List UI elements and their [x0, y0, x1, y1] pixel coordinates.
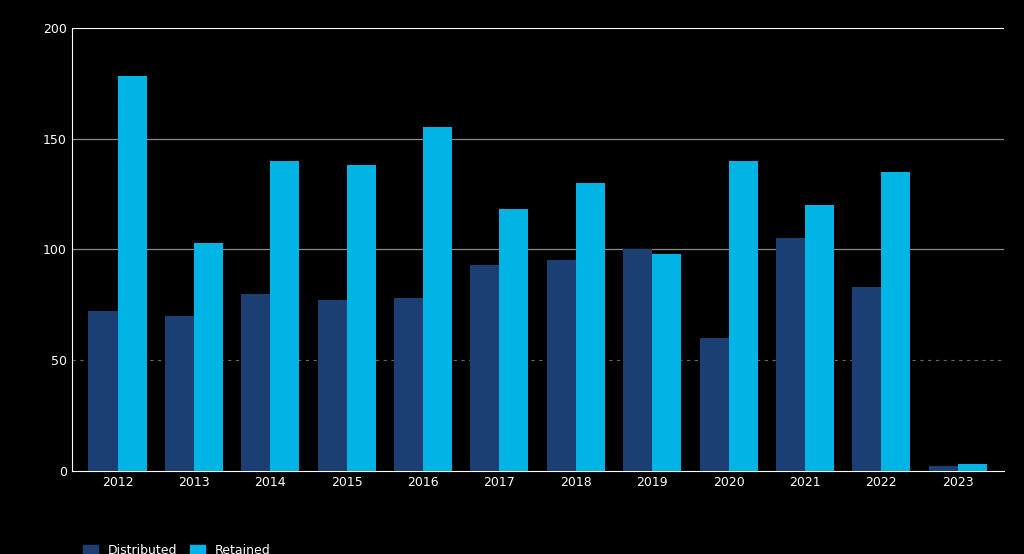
Bar — [547, 260, 575, 471]
Bar — [317, 300, 347, 471]
Bar — [575, 183, 605, 471]
Bar — [194, 243, 223, 471]
Bar — [470, 265, 500, 471]
Bar — [347, 165, 376, 471]
Bar — [270, 161, 299, 471]
Bar — [394, 298, 423, 471]
Bar — [852, 287, 882, 471]
Bar — [423, 127, 452, 471]
Bar — [242, 294, 270, 471]
Bar — [88, 311, 118, 471]
Bar — [805, 205, 834, 471]
Bar — [957, 464, 987, 471]
Bar — [652, 254, 681, 471]
Bar — [500, 209, 528, 471]
Bar — [929, 466, 957, 471]
Legend: Distributed, Retained: Distributed, Retained — [78, 539, 275, 554]
Bar — [776, 238, 805, 471]
Bar — [165, 316, 194, 471]
Bar — [699, 338, 728, 471]
Bar — [728, 161, 758, 471]
Bar — [624, 249, 652, 471]
Bar — [882, 172, 910, 471]
Bar — [118, 76, 146, 471]
